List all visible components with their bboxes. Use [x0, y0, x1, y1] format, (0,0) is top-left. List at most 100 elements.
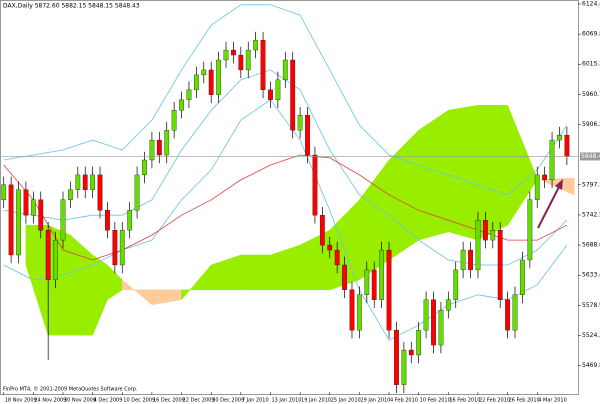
- candle-body: [319, 215, 325, 246]
- candle-body: [557, 134, 562, 141]
- candle-body: [23, 189, 29, 216]
- cloud-segment: [47, 224, 71, 336]
- candle-body: [445, 299, 451, 311]
- y-tick-label: 5578.90: [582, 302, 600, 309]
- y-tick-label: 5797.10: [582, 181, 600, 188]
- candle-body: [460, 249, 466, 271]
- indicator-line: [3, 154, 568, 261]
- y-tick-label: 6069.85: [582, 31, 600, 38]
- candle-body: [82, 174, 88, 190]
- candle-body: [438, 310, 444, 346]
- candle-body: [549, 139, 555, 181]
- candle-body: [490, 229, 496, 241]
- candle-body: [223, 49, 229, 61]
- candle-body: [364, 269, 370, 295]
- y-tick-label: 5688.00: [582, 242, 600, 249]
- y-tick-label: 6015.30: [582, 61, 600, 68]
- candle-body: [401, 349, 407, 385]
- x-tick-label: 30 Dec 2009: [212, 398, 244, 404]
- candle-body: [90, 174, 96, 190]
- y-tick-label: 5633.45: [582, 272, 600, 279]
- x-tick-label: 7 Jan 2010: [242, 398, 269, 404]
- candle-body: [394, 329, 399, 385]
- candle-body: [505, 299, 510, 331]
- chart-title: DAX,Daily 5872.60 5882.15 5848.15 5848.4…: [3, 3, 140, 10]
- candle-body: [357, 294, 362, 331]
- candle-body: [408, 349, 414, 356]
- x-tick-label: 13 Jan 2010: [271, 398, 301, 404]
- candle-body: [305, 115, 310, 156]
- candle-body: [431, 299, 436, 346]
- candle-body: [453, 269, 459, 300]
- x-tick-label: 4 Dec 2009: [94, 398, 123, 404]
- candle-body: [349, 289, 355, 331]
- candle-body: [112, 229, 118, 266]
- x-tick-label: 19 Jan 2010: [301, 398, 331, 404]
- candle-body: [282, 59, 288, 81]
- candle-body: [268, 89, 273, 100]
- cloud-segment: [448, 105, 479, 241]
- x-tick-label: 22 Dec 2009: [183, 398, 215, 404]
- y-tick-label: 5742.55: [582, 211, 600, 218]
- x-tick-label: 24 Nov 2009: [34, 398, 66, 404]
- candle-body: [30, 199, 36, 216]
- candle-body: [468, 249, 473, 271]
- candle-body: [75, 174, 81, 190]
- x-tick-label: 22 Feb 2010: [479, 398, 510, 404]
- x-tick-label: 10 Feb 2010: [420, 398, 451, 404]
- candle-body: [342, 264, 347, 290]
- candle-body: [334, 249, 340, 266]
- candle-body: [386, 249, 392, 331]
- candle-body: [8, 184, 14, 256]
- candle-body: [297, 115, 303, 131]
- x-tick-label: 30 Nov 2009: [64, 398, 96, 404]
- candle-body: [475, 220, 481, 271]
- candle-body: [97, 174, 103, 211]
- x-tick-label: 10 Dec 2009: [123, 398, 155, 404]
- candle-body: [201, 69, 207, 76]
- candle-body: [171, 110, 177, 131]
- annotation-arrow: [537, 182, 562, 229]
- candle-body: [542, 174, 548, 181]
- candle-body: [527, 199, 533, 261]
- x-tick-label: 4 Feb 2010: [390, 398, 418, 404]
- candle-body: [564, 134, 570, 157]
- candle-body: [260, 39, 266, 90]
- x-tick-label: 26 Feb 2010: [509, 398, 540, 404]
- candle-body: [164, 130, 170, 156]
- candle-body: [416, 329, 422, 356]
- candle-body: [423, 299, 429, 331]
- y-tick-label: 5906.20: [582, 121, 600, 128]
- candle-body: [119, 229, 125, 266]
- candle-body: [371, 269, 377, 300]
- candle-body: [245, 49, 251, 71]
- candle-body: [142, 159, 147, 176]
- candle-body: [534, 174, 540, 200]
- footer: FinPro MT4, © 2001-2009 MetaQuotes Softw…: [3, 386, 138, 393]
- candle-body: [312, 154, 318, 216]
- x-tick-label: 16 Dec 2009: [153, 398, 185, 404]
- y-tick-label: 6124.40: [582, 0, 600, 7]
- indicator-line: [3, 99, 568, 341]
- candle-body: [186, 89, 192, 100]
- candle-body: [134, 174, 140, 211]
- candle-body: [520, 259, 525, 295]
- candle-body: [512, 294, 518, 331]
- candle-body: [327, 244, 333, 251]
- candle-body: [193, 74, 199, 90]
- candle-body: [290, 59, 296, 131]
- x-tick-label: 18 Nov 2009: [5, 398, 37, 404]
- candle-body: [156, 139, 162, 156]
- indicator-line: [3, 4, 568, 196]
- cloud-segment: [418, 109, 449, 241]
- candle-body: [60, 199, 66, 241]
- candle-body: [53, 239, 58, 281]
- candle-body: [497, 229, 503, 300]
- cloud-segment: [240, 254, 271, 291]
- last-price-label: 5848.40: [581, 153, 600, 160]
- x-tick-label: 29 Jan 2010: [360, 398, 390, 404]
- candle-body: [253, 39, 259, 51]
- x-tick-label: 4 Mar 2010: [538, 398, 567, 404]
